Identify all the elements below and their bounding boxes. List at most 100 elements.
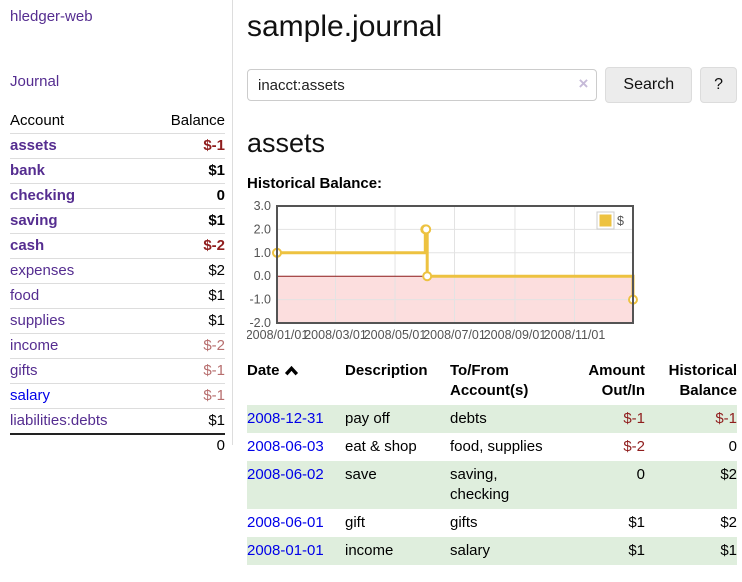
account-link-cash[interactable]: cash [10, 237, 45, 254]
app-brand-link[interactable]: hledger-web [10, 8, 93, 25]
svg-text:2008/05/01: 2008/05/01 [364, 328, 427, 342]
chart-title: Historical Balance: [247, 175, 383, 192]
transaction-date-link[interactable]: 2008-12-31 [247, 410, 324, 427]
register-header-description: Description [345, 362, 428, 379]
search-input[interactable] [247, 69, 598, 101]
sidebar: hledger-web Journal Account Balance asse… [0, 0, 233, 454]
account-row-bank: bank $1 [10, 159, 225, 184]
search-help-button[interactable]: ? [700, 67, 737, 103]
svg-text:2008/11/01: 2008/11/01 [544, 328, 606, 342]
accounts-header-row: Account Balance [10, 109, 225, 134]
register-header-row: Date Description To/From Account(s) Amou… [247, 361, 737, 405]
account-link-assets[interactable]: assets [10, 137, 57, 154]
transaction-description: income [345, 542, 394, 559]
account-balance: $2 [208, 262, 225, 279]
account-balance: $1 [208, 212, 225, 229]
account-row-food: food $1 [10, 284, 225, 309]
register-header-date: Date [247, 361, 345, 405]
svg-text:2008/07/01: 2008/07/01 [423, 328, 486, 342]
account-link-expenses[interactable]: expenses [10, 262, 75, 279]
account-link-salary[interactable]: salary [10, 387, 51, 404]
account-link-food[interactable]: food [10, 287, 40, 304]
svg-text:-2.0: -2.0 [249, 316, 271, 330]
transaction-balance: $1 [720, 542, 737, 559]
account-link-checking[interactable]: checking [10, 187, 76, 204]
svg-text:$: $ [617, 214, 624, 228]
transaction-accounts: gifts [450, 514, 478, 531]
account-link-income[interactable]: income [10, 337, 59, 354]
account-link-gifts[interactable]: gifts [10, 362, 38, 379]
search-form: × Search ? [247, 67, 737, 103]
transaction-accounts: saving, checking [450, 466, 510, 503]
balance-chart: 3.0 2.0 1.0 0.0 -1.0 -2.0 2008/01/01 2008/03/01… [247, 201, 742, 343]
account-row-assets: assets $-1 [10, 134, 225, 159]
register-row: 2008-06-03 eat & shop food, supplies $-2… [247, 433, 737, 461]
transaction-date-link[interactable]: 2008-01-01 [247, 542, 324, 559]
account-row-liabilities-debts: liabilities:debts $1 [10, 409, 225, 434]
account-balance: $-1 [203, 362, 225, 379]
account-row-saving: saving $1 [10, 209, 225, 234]
svg-text:1.0: 1.0 [254, 246, 271, 260]
register-row: 2008-01-01 income salary $1 $1 [247, 537, 737, 565]
transaction-balance: 0 [728, 438, 737, 455]
transaction-amount: $-2 [623, 438, 645, 455]
svg-text:-1.0: -1.0 [249, 293, 271, 307]
main-content: sample.journal × Search ? assets Histori… [233, 0, 742, 565]
transaction-accounts: debts [450, 410, 487, 427]
transaction-amount: $1 [628, 514, 645, 531]
svg-text:2008/09/01: 2008/09/01 [484, 328, 547, 342]
account-link-liabilities-debts[interactable]: liabilities:debts [10, 412, 108, 429]
account-balance: $1 [208, 162, 225, 179]
account-row-checking: checking 0 [10, 184, 225, 209]
accounts-table: Account Balance assets $-1 bank $1 check… [10, 109, 225, 458]
sort-ascending-icon [284, 365, 298, 376]
transaction-description: gift [345, 514, 366, 531]
accounts-header-balance: Balance [170, 112, 225, 129]
transaction-description: save [345, 466, 377, 483]
sidebar-item-journal[interactable]: Journal [10, 73, 60, 90]
accounts-header-account: Account [10, 112, 65, 129]
account-row-gifts: gifts $-1 [10, 359, 225, 384]
account-row-cash: cash $-2 [10, 234, 225, 259]
account-balance: $1 [208, 312, 225, 329]
account-row-supplies: supplies $1 [10, 309, 225, 334]
svg-text:3.0: 3.0 [254, 201, 271, 213]
account-balance: $-1 [203, 137, 225, 154]
account-balance: $1 [208, 287, 225, 304]
account-balance: 0 [216, 187, 225, 204]
account-balance: $-1 [203, 387, 225, 404]
accounts-total-row: 0 [10, 434, 225, 458]
transaction-amount: $1 [628, 542, 645, 559]
transaction-balance: $-1 [715, 410, 737, 427]
search-button[interactable]: Search [605, 67, 693, 103]
transaction-date-link[interactable]: 2008-06-01 [247, 514, 324, 531]
account-row-salary: salary $-1 [10, 384, 225, 409]
transaction-amount: $-1 [623, 410, 645, 427]
svg-text:2.0: 2.0 [254, 222, 271, 236]
account-link-saving[interactable]: saving [10, 212, 58, 229]
transaction-accounts: salary [450, 542, 491, 559]
register-header-balance: Historical Balance [668, 362, 737, 399]
page-title: sample.journal [247, 10, 443, 43]
balance-chart-svg: 3.0 2.0 1.0 0.0 -1.0 -2.02008/01/012008/03/01… [247, 201, 638, 342]
transaction-amount: 0 [636, 466, 645, 483]
account-link-supplies[interactable]: supplies [10, 312, 66, 329]
account-balance: $1 [208, 412, 225, 429]
account-row-expenses: expenses $2 [10, 259, 225, 284]
accounts-total-value: 0 [216, 437, 225, 454]
account-row-income: income $-2 [10, 334, 225, 359]
transaction-description: eat & shop [345, 438, 417, 455]
clear-search-icon[interactable]: × [578, 74, 589, 93]
register-table: Date Description To/From Account(s) Amou… [247, 361, 737, 565]
svg-text:0.0: 0.0 [254, 269, 271, 283]
transaction-accounts: food, supplies [450, 438, 543, 455]
account-link-bank[interactable]: bank [10, 162, 46, 179]
transaction-date-link[interactable]: 2008-06-03 [247, 438, 324, 455]
transaction-balance: $2 [720, 466, 737, 483]
account-balance: $-2 [203, 337, 225, 354]
svg-text:2008/01/01: 2008/01/01 [247, 328, 308, 342]
account-balance: $-2 [203, 237, 225, 254]
transaction-date-link[interactable]: 2008-06-02 [247, 466, 324, 483]
register-header-accounts: To/From Account(s) [450, 362, 529, 399]
svg-text:2008/03/01: 2008/03/01 [304, 328, 367, 342]
